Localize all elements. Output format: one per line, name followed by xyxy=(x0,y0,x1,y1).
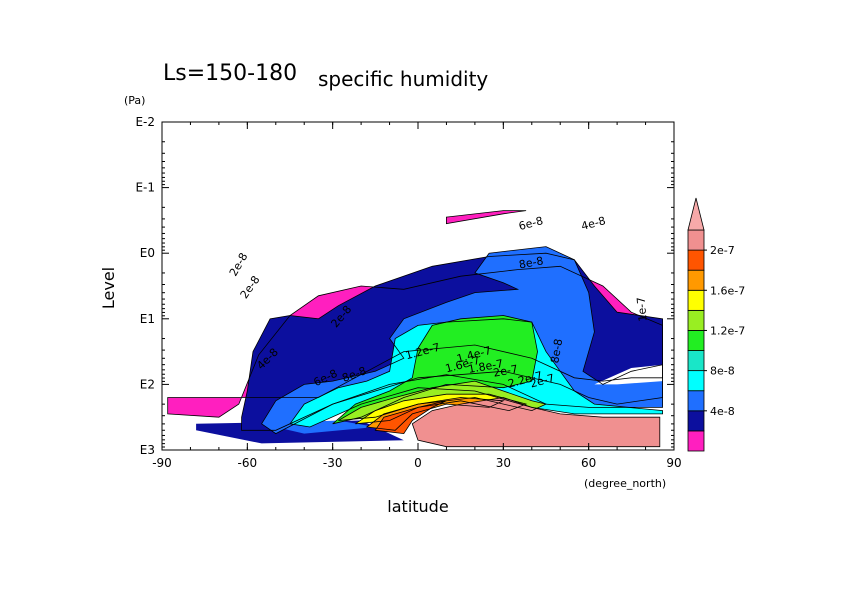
y-tick-label: E-1 xyxy=(135,181,155,195)
colorbar-swatch xyxy=(687,350,705,372)
colorbar-swatch xyxy=(687,330,705,351)
colorbar-label: 1.6e-7 xyxy=(710,284,745,297)
x-tick-label: 30 xyxy=(496,456,511,470)
contour-region-5 xyxy=(332,315,538,424)
contour-label: 6e-8 xyxy=(517,214,544,233)
y-tick-label: E0 xyxy=(140,246,155,260)
colorbar-swatch xyxy=(687,289,705,311)
contour-region-1 xyxy=(446,210,527,224)
colorbar-swatch xyxy=(687,390,705,412)
colorbar-swatch xyxy=(687,430,705,452)
contour-label: 4e-8 xyxy=(580,214,607,233)
colorbar-swatch xyxy=(687,410,705,432)
colorbar: 2e-7 1.6e-7 1.2e-7 8e-8 4e-8 xyxy=(687,197,745,452)
colorbar-label: 2e-7 xyxy=(710,244,735,257)
contour-label: 1.8e-7 xyxy=(467,357,504,376)
colorbar-label: 4e-8 xyxy=(710,405,735,418)
chart-title: Ls=150-180 xyxy=(163,61,297,86)
contour-line-1 xyxy=(445,210,527,225)
y-tick-label: E2 xyxy=(140,377,155,391)
x-tick-label: 60 xyxy=(581,456,596,470)
contour-label: 1e-7 xyxy=(635,296,650,322)
contour-region-11 xyxy=(594,364,663,385)
y-axis-label: Level xyxy=(99,267,118,309)
contour-line-3 xyxy=(261,246,663,435)
y-tick-label: E-2 xyxy=(135,115,155,129)
colorbar-cap xyxy=(687,197,705,231)
x-tick-label: -30 xyxy=(323,456,343,470)
colorbar-swatch xyxy=(687,309,705,331)
x-tick-label: 90 xyxy=(666,456,681,470)
contour-line-5 xyxy=(332,315,538,425)
colorbar-swatch xyxy=(687,269,705,291)
contour-line-0 xyxy=(167,265,663,418)
chart-subtitle: specific humidity xyxy=(318,67,488,91)
colorbar-label: 1.2e-7 xyxy=(710,324,745,337)
contour-region-10 xyxy=(412,397,660,447)
contour-line-layer xyxy=(167,210,663,448)
y-units-label: (Pa) xyxy=(124,94,145,107)
contour-line-4 xyxy=(289,318,663,428)
x-tick-label: 0 xyxy=(414,456,422,470)
contour-label: 8e-8 xyxy=(548,338,565,365)
x-tick-label: -60 xyxy=(238,456,258,470)
colorbar-swatch xyxy=(687,370,705,392)
colorbar-swatch xyxy=(687,229,705,251)
x-units-label: (degree_north) xyxy=(584,477,666,490)
contour-line-8 xyxy=(365,397,505,431)
x-tick-label: -90 xyxy=(152,456,172,470)
contour-line-9 xyxy=(374,400,447,435)
x-axis-label: latitude xyxy=(387,497,448,516)
axis-ticks: -90 -60 -30 0 30 60 90 E-2 E-1 E0 E1 E2 E3 xyxy=(135,115,681,470)
contour-line-2 xyxy=(241,252,663,431)
y-tick-label: E3 xyxy=(140,443,155,457)
contour-line-7 xyxy=(355,393,528,425)
contour-label: 2e-7 xyxy=(529,372,556,391)
contour-line-10 xyxy=(411,397,661,448)
colorbar-swatch xyxy=(687,249,705,271)
y-tick-label: E1 xyxy=(140,312,155,326)
contour-label: 2e-7 xyxy=(492,363,519,380)
contour-label: 8e-8 xyxy=(518,254,545,271)
colorbar-label: 8e-8 xyxy=(710,365,735,378)
